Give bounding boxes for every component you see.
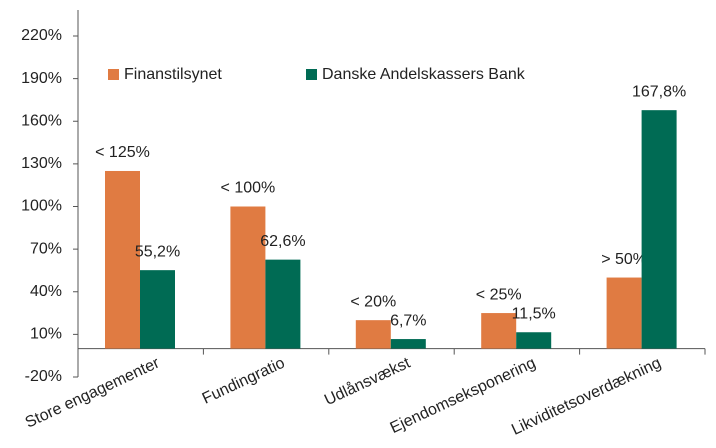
bar bbox=[606, 277, 642, 349]
y-tick-label: 100% bbox=[21, 198, 62, 215]
value-label: 62,6% bbox=[260, 233, 305, 250]
x-tick-label: Udlånsvækst bbox=[322, 353, 414, 409]
legend-label: Finanstilsynet bbox=[124, 66, 222, 83]
x-tick-label: Fundingratio bbox=[200, 355, 288, 408]
y-tick-label: 70% bbox=[30, 240, 62, 257]
value-label: 11,5% bbox=[512, 305, 556, 322]
value-label: < 25% bbox=[476, 286, 522, 303]
y-tick-label: 190% bbox=[21, 70, 62, 87]
legend-label: Danske Andelskassers Bank bbox=[322, 66, 526, 83]
y-tick-label: 160% bbox=[21, 112, 62, 129]
bar bbox=[641, 110, 677, 349]
legend-swatch bbox=[306, 69, 317, 80]
y-tick-label: -20% bbox=[25, 368, 62, 385]
bar bbox=[355, 320, 391, 349]
value-label: > 50% bbox=[601, 251, 647, 268]
value-label: 167,8% bbox=[632, 83, 686, 100]
value-label: < 100% bbox=[221, 180, 276, 197]
bar bbox=[481, 313, 517, 349]
legend-swatch bbox=[108, 69, 119, 80]
y-tick-label: 220% bbox=[21, 27, 62, 44]
y-tick-label: 40% bbox=[30, 283, 62, 300]
bar bbox=[265, 259, 301, 349]
bar bbox=[105, 170, 140, 349]
y-tick-label: 10% bbox=[30, 326, 62, 343]
value-label: < 125% bbox=[95, 144, 150, 161]
x-tick-label: Store engagementer bbox=[23, 354, 163, 431]
bar bbox=[230, 206, 266, 349]
bar bbox=[140, 270, 175, 349]
y-tick-label: 130% bbox=[21, 155, 62, 172]
bar bbox=[390, 339, 426, 349]
value-label: 6,7% bbox=[390, 312, 426, 329]
bar bbox=[516, 332, 552, 349]
value-label: < 20% bbox=[350, 293, 396, 310]
value-label: 55,2% bbox=[135, 243, 180, 260]
